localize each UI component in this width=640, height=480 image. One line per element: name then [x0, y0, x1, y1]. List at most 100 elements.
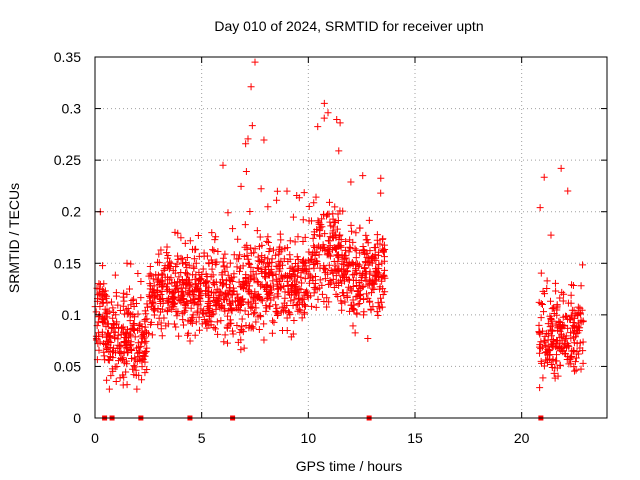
- data-point: [321, 275, 329, 283]
- data-point: [364, 334, 372, 342]
- data-point: [376, 285, 384, 293]
- data-point: [187, 281, 195, 289]
- data-point: [102, 323, 110, 331]
- data-point: [104, 338, 112, 346]
- data-point: [326, 233, 334, 241]
- data-point: [177, 268, 185, 276]
- data-point: [134, 310, 142, 318]
- data-point: [120, 297, 128, 305]
- data-point: [173, 260, 181, 268]
- data-point: [103, 299, 111, 307]
- data-point: [164, 285, 172, 293]
- data-point: [229, 327, 237, 335]
- data-point: [553, 351, 561, 359]
- data-point: [180, 299, 188, 307]
- data-point: [556, 294, 564, 302]
- data-point: [567, 299, 575, 307]
- data-point: [126, 342, 134, 350]
- data-point: [548, 364, 556, 372]
- data-point: [210, 279, 218, 287]
- data-point: [543, 349, 551, 357]
- data-point: [112, 292, 120, 300]
- data-point: [196, 295, 204, 303]
- data-point: [246, 275, 254, 283]
- data-point: [377, 174, 385, 182]
- data-point: [95, 346, 103, 354]
- data-point: [191, 275, 199, 283]
- data-point: [137, 294, 145, 302]
- data-point: [352, 246, 360, 254]
- data-point: [291, 282, 299, 290]
- data-point: [562, 335, 570, 343]
- data-point: [140, 332, 148, 340]
- data-point: [180, 321, 188, 329]
- data-point: [363, 249, 371, 257]
- data-point: [103, 309, 111, 317]
- data-point: [338, 306, 346, 314]
- data-point: [230, 287, 238, 295]
- data-point: [127, 301, 135, 309]
- data-point: [253, 227, 261, 235]
- data-point: [107, 298, 115, 306]
- data-point: [263, 260, 271, 268]
- data-point: [226, 316, 234, 324]
- data-point: [117, 355, 125, 363]
- data-point: [539, 374, 547, 382]
- data-point: [237, 346, 245, 354]
- data-point: [214, 247, 222, 255]
- data-point: [372, 256, 380, 264]
- data-point: [339, 273, 347, 281]
- y-tick-label: 0.15: [54, 255, 81, 271]
- data-point: [208, 265, 216, 273]
- data-point: [244, 298, 252, 306]
- data-point: [350, 270, 358, 278]
- data-point: [356, 270, 364, 278]
- data-point: [250, 310, 258, 318]
- data-point: [365, 276, 373, 284]
- data-point: [263, 237, 271, 245]
- data-point: [130, 325, 138, 333]
- data-point: [358, 283, 366, 291]
- data-point: [254, 265, 262, 273]
- data-point: [378, 259, 386, 267]
- data-point: [203, 252, 211, 260]
- data-point: [240, 344, 248, 352]
- data-point: [92, 336, 100, 344]
- data-point: [321, 269, 329, 277]
- y-tick-label: 0.25: [54, 152, 81, 168]
- data-point: [251, 58, 259, 66]
- data-point: [331, 245, 339, 253]
- data-point: [229, 330, 237, 338]
- data-point: [109, 304, 117, 312]
- data-point: [316, 264, 324, 272]
- data-point: [330, 258, 338, 266]
- data-point: [118, 356, 126, 364]
- data-point: [261, 274, 269, 282]
- data-point: [276, 230, 284, 238]
- data-point: [552, 287, 560, 295]
- data-point: [257, 282, 265, 290]
- data-point: [130, 362, 138, 370]
- data-point: [305, 217, 313, 225]
- data-point: [110, 309, 118, 317]
- data-point: [379, 285, 387, 293]
- data-point: [238, 315, 246, 323]
- data-point: [179, 281, 187, 289]
- data-point: [96, 338, 104, 346]
- data-point: [242, 275, 250, 283]
- data-point: [264, 290, 272, 298]
- data-point: [291, 238, 299, 246]
- data-point: [137, 278, 145, 286]
- data-point: [162, 322, 170, 330]
- data-point: [366, 268, 374, 276]
- data-point: [363, 290, 371, 298]
- data-point: [102, 294, 110, 302]
- data-point: [336, 119, 344, 127]
- data-point: [200, 249, 208, 257]
- data-point: [237, 336, 245, 344]
- data-point: [551, 279, 559, 287]
- data-point: [207, 256, 215, 264]
- data-point: [293, 301, 301, 309]
- data-point: [174, 252, 182, 260]
- data-point: [122, 344, 130, 352]
